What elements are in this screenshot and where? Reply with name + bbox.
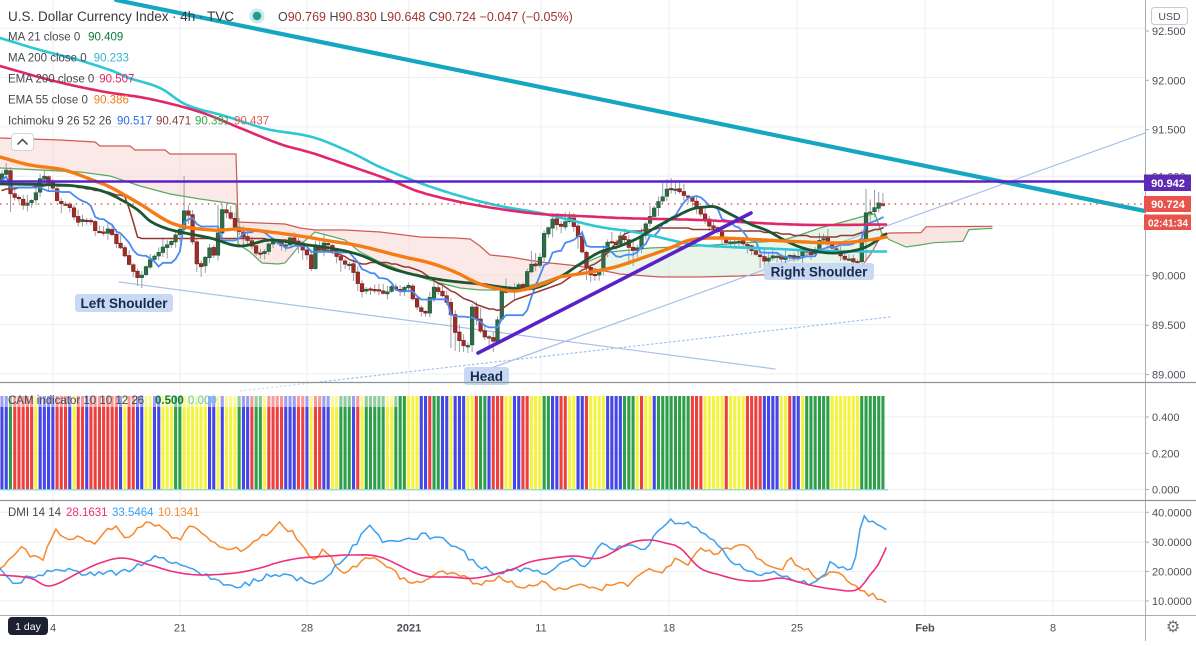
svg-text:DMI 14 14: DMI 14 14 bbox=[8, 507, 62, 519]
svg-text:28: 28 bbox=[301, 623, 313, 635]
svg-text:MA 200 close 0: MA 200 close 0 bbox=[8, 53, 87, 65]
svg-text:CAM indicator 10 10 12 26: CAM indicator 10 10 12 26 bbox=[8, 395, 144, 407]
svg-text:89.000: 89.000 bbox=[1152, 370, 1186, 382]
svg-text:Left Shoulder: Left Shoulder bbox=[81, 296, 169, 311]
svg-text:2021: 2021 bbox=[397, 623, 421, 635]
svg-text:92.500: 92.500 bbox=[1152, 26, 1186, 38]
svg-text:Feb: Feb bbox=[915, 623, 935, 635]
svg-text:0.400: 0.400 bbox=[1152, 412, 1180, 424]
svg-text:21: 21 bbox=[174, 623, 186, 635]
svg-text:O90.769 H90.830 L90.648 C90.72: O90.769 H90.830 L90.648 C90.724 −0.047 (… bbox=[278, 10, 573, 24]
svg-text:90.437: 90.437 bbox=[234, 116, 269, 128]
svg-text:0.000: 0.000 bbox=[188, 395, 217, 407]
svg-text:90.000: 90.000 bbox=[1152, 271, 1186, 283]
svg-text:92.000: 92.000 bbox=[1152, 75, 1186, 87]
svg-text:10.0000: 10.0000 bbox=[1152, 596, 1192, 608]
svg-text:EMA 55 close 0: EMA 55 close 0 bbox=[8, 95, 88, 107]
svg-text:0.200: 0.200 bbox=[1152, 448, 1180, 460]
svg-text:89.500: 89.500 bbox=[1152, 320, 1186, 332]
svg-text:U.S. Dollar Currency Index: U.S. Dollar Currency Index bbox=[8, 9, 169, 24]
svg-text:18: 18 bbox=[663, 623, 675, 635]
svg-text:8: 8 bbox=[1050, 623, 1056, 635]
svg-text:90.386: 90.386 bbox=[94, 95, 129, 107]
svg-text:Ichimoku 9 26 52 26: Ichimoku 9 26 52 26 bbox=[8, 116, 112, 128]
svg-text:25: 25 bbox=[791, 623, 803, 635]
svg-text:30.0000: 30.0000 bbox=[1152, 537, 1192, 549]
svg-text:90.724: 90.724 bbox=[1151, 199, 1186, 211]
svg-text:90.233: 90.233 bbox=[94, 53, 129, 65]
svg-text:EMA 200 close 0: EMA 200 close 0 bbox=[8, 74, 94, 86]
svg-text:· 4h · TVC: · 4h · TVC bbox=[172, 9, 234, 24]
svg-text:90.409: 90.409 bbox=[88, 32, 123, 44]
svg-text:02:41:34: 02:41:34 bbox=[1148, 218, 1188, 229]
svg-text:90.517: 90.517 bbox=[117, 116, 152, 128]
svg-text:40.0000: 40.0000 bbox=[1152, 507, 1192, 519]
svg-text:1 day: 1 day bbox=[15, 621, 41, 633]
svg-text:MA 21 close 0: MA 21 close 0 bbox=[8, 32, 80, 44]
svg-text:11: 11 bbox=[535, 623, 546, 635]
svg-text:90.507: 90.507 bbox=[99, 74, 134, 86]
svg-text:⚙: ⚙ bbox=[1166, 619, 1180, 636]
svg-text:Right Shoulder: Right Shoulder bbox=[771, 264, 868, 279]
svg-text:4: 4 bbox=[50, 623, 56, 635]
svg-text:Head: Head bbox=[470, 369, 503, 384]
svg-text:90.471: 90.471 bbox=[156, 116, 191, 128]
svg-text:90.942: 90.942 bbox=[1151, 178, 1185, 190]
svg-text:33.5464: 33.5464 bbox=[112, 507, 154, 519]
svg-text:90.391: 90.391 bbox=[195, 116, 230, 128]
svg-text:28.1631: 28.1631 bbox=[66, 507, 108, 519]
svg-text:10.1341: 10.1341 bbox=[158, 507, 200, 519]
svg-text:91.500: 91.500 bbox=[1152, 125, 1186, 137]
svg-text:0.000: 0.000 bbox=[1152, 485, 1180, 497]
svg-text:20.0000: 20.0000 bbox=[1152, 566, 1192, 578]
svg-text:0.500: 0.500 bbox=[155, 395, 184, 407]
svg-text:USD: USD bbox=[1158, 11, 1181, 23]
